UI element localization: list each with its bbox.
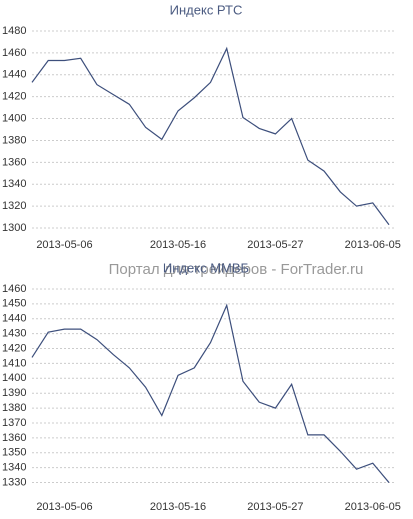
y-tick-label: 1300 — [2, 222, 26, 234]
y-tick-label: 1460 — [2, 47, 26, 59]
chart-title: Индекс ММВБ — [163, 260, 249, 275]
y-tick-label: 1480 — [2, 25, 26, 37]
y-tick-label: 1450 — [2, 298, 26, 310]
y-tick-label: 1400 — [2, 372, 26, 384]
y-tick-label: 1330 — [2, 476, 26, 488]
y-tick-label: 1380 — [2, 134, 26, 146]
y-tick-label: 1430 — [2, 328, 26, 340]
x-tick-label: 2013-05-16 — [150, 239, 206, 251]
x-tick-label: 2013-06-05 — [345, 501, 401, 513]
y-tick-label: 1320 — [2, 200, 26, 212]
y-tick-label: 1370 — [2, 417, 26, 429]
x-tick-label: 2013-06-05 — [345, 239, 401, 251]
x-tick-label: 2013-05-16 — [150, 501, 206, 513]
y-tick-label: 1340 — [2, 178, 26, 190]
y-tick-label: 1350 — [2, 447, 26, 459]
x-tick-label: 2013-05-06 — [36, 239, 92, 251]
chart-title: Индекс РТС — [170, 2, 243, 17]
y-tick-label: 1420 — [2, 342, 26, 354]
line — [31, 46, 390, 226]
x-tick-label: 2013-05-27 — [247, 239, 303, 251]
x-tick-label: 2013-05-06 — [36, 501, 92, 513]
y-tick-label: 1460 — [2, 283, 26, 295]
y-tick-label: 1420 — [2, 91, 26, 103]
y-tick-label: 1360 — [2, 156, 26, 168]
y-tick-label: 1400 — [2, 112, 26, 124]
y-tick-label: 1340 — [2, 462, 26, 474]
watermark: Портал для трейдеров - ForTrader.ru — [109, 261, 364, 278]
line — [31, 303, 390, 483]
y-tick-label: 1410 — [2, 357, 26, 369]
y-tick-label: 1440 — [2, 69, 26, 81]
y-tick-label: 1390 — [2, 387, 26, 399]
y-tick-label: 1440 — [2, 313, 26, 325]
y-tick-label: 1380 — [2, 402, 26, 414]
y-tick-label: 1360 — [2, 432, 26, 444]
x-tick-label: 2013-05-27 — [247, 501, 303, 513]
